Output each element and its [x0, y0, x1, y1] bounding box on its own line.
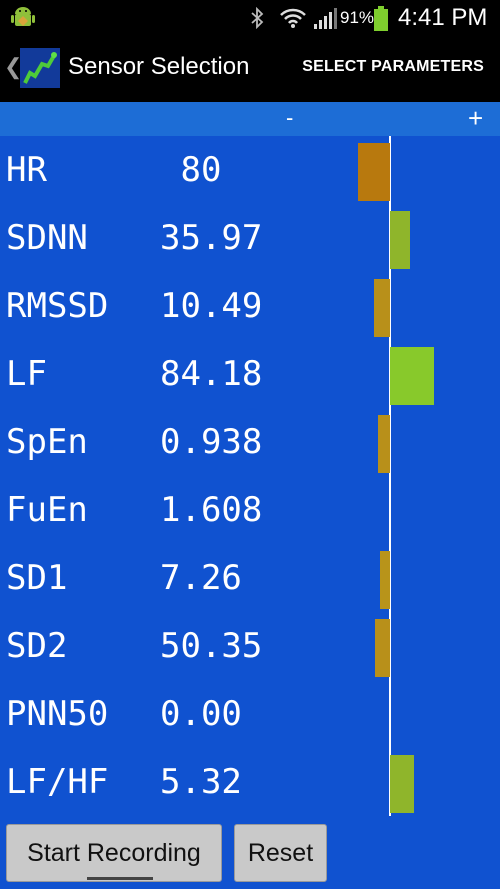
battery-icon: [374, 6, 388, 31]
parameter-bar: [378, 415, 390, 473]
parameter-row: SD1 7.26: [0, 544, 500, 612]
start-recording-button[interactable]: Start Recording: [6, 824, 222, 882]
parameter-row: PNN50 0.00: [0, 680, 500, 748]
action-bar: ❮ Sensor Selection SELECT PARAMETERS: [0, 36, 500, 102]
parameter-row: SpEn 0.938: [0, 408, 500, 476]
parameter-value: 35.97: [160, 218, 263, 258]
parameter-bar: [375, 619, 390, 677]
start-recording-label: Start Recording: [27, 838, 201, 867]
parameter-name: FuEn: [6, 490, 88, 530]
parameter-bar: [380, 551, 390, 609]
status-bar: 91% 4:41 PM: [0, 0, 500, 36]
parameter-bar: [390, 755, 414, 813]
wifi-icon: [280, 8, 306, 28]
parameter-name: SD2: [6, 626, 68, 666]
zoom-strip: - +: [0, 102, 500, 136]
parameter-name: LF: [6, 354, 47, 394]
parameter-row: HR 80: [0, 136, 500, 204]
bluetooth-icon: [251, 7, 264, 29]
battery-percent: 91%: [340, 8, 375, 27]
page-title: Sensor Selection: [68, 53, 250, 80]
parameter-value: 5.32: [160, 762, 242, 802]
parameter-value: 7.26: [160, 558, 242, 598]
parameter-name: RMSSD: [6, 286, 109, 326]
app-logo-icon[interactable]: [20, 48, 60, 88]
parameter-value: 0.00: [160, 694, 242, 734]
parameter-bar: [390, 347, 434, 405]
parameter-bar: [390, 211, 410, 269]
zoom-out-button[interactable]: -: [286, 105, 294, 130]
reset-button[interactable]: Reset: [234, 824, 327, 882]
parameter-name: LF/HF: [6, 762, 109, 802]
parameter-name: SpEn: [6, 422, 88, 462]
select-parameters-button[interactable]: SELECT PARAMETERS: [302, 58, 484, 75]
parameter-name: SDNN: [6, 218, 88, 258]
parameter-row: FuEn 1.608: [0, 476, 500, 544]
parameter-name: SD1: [6, 558, 68, 598]
bar-zero-line: [389, 136, 391, 816]
parameter-value: 10.49: [160, 286, 263, 326]
back-chevron-icon[interactable]: ❮: [4, 54, 23, 79]
parameter-row: RMSSD 10.49: [0, 272, 500, 340]
parameter-row: LF/HF 5.32: [0, 748, 500, 816]
status-clock: 4:41 PM: [398, 4, 488, 31]
parameter-value: 0.938: [160, 422, 263, 462]
parameter-name: PNN50: [6, 694, 109, 734]
bottom-bar: Start Recording Reset: [0, 816, 500, 889]
parameter-bar: [374, 279, 390, 337]
parameter-value: 80: [160, 150, 222, 190]
parameter-bar: [358, 143, 390, 201]
parameter-row: LF 84.18: [0, 340, 500, 408]
parameter-value: 50.35: [160, 626, 263, 666]
parameter-value: 84.18: [160, 354, 263, 394]
reset-label: Reset: [247, 838, 314, 867]
zoom-in-button[interactable]: +: [468, 103, 484, 133]
signal-icon: [314, 8, 337, 29]
parameter-list: HR 80 SDNN 35.97 RMSSD 10.49 LF 84.18 SpEn 0.938…: [0, 136, 500, 816]
android-debug-icon: [11, 7, 35, 26]
parameter-row: SD2 50.35: [0, 612, 500, 680]
parameter-row: SDNN 35.97: [0, 204, 500, 272]
parameter-value: 1.608: [160, 490, 263, 530]
parameter-name: HR: [6, 150, 47, 190]
focus-indicator: [87, 877, 153, 880]
